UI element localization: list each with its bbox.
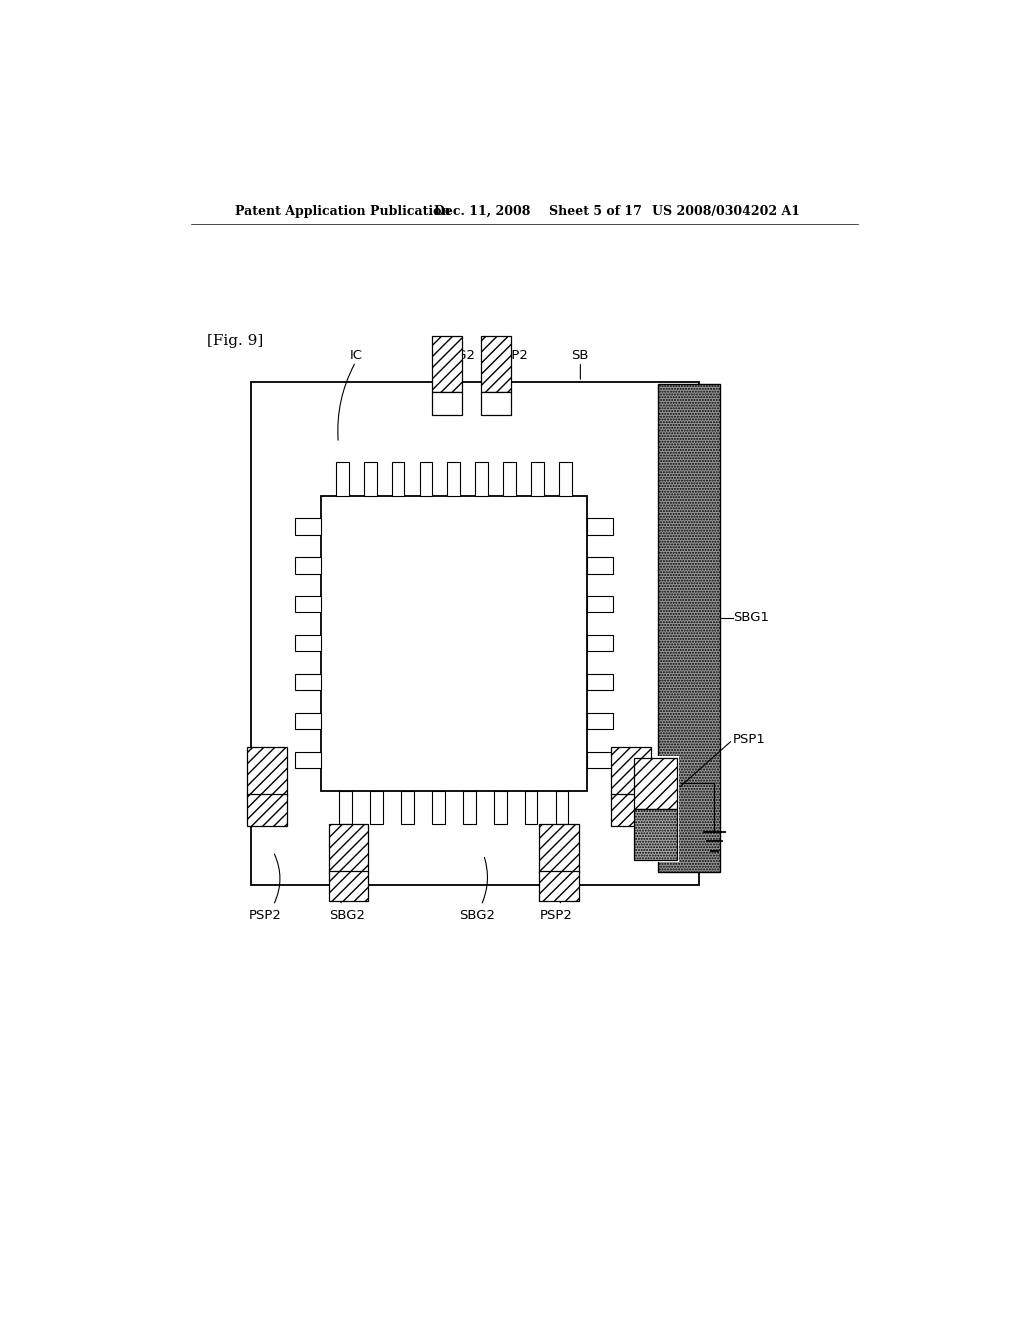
Bar	[295, 557, 321, 574]
Bar	[447, 462, 460, 496]
Bar	[481, 392, 511, 414]
Bar	[587, 713, 613, 729]
Text: SBG1: SBG1	[733, 611, 769, 624]
Text: PSP2: PSP2	[540, 908, 573, 921]
Bar	[295, 713, 321, 729]
Bar	[556, 791, 568, 824]
Text: IC: IC	[349, 348, 362, 362]
Bar	[587, 635, 613, 651]
Bar	[432, 392, 462, 414]
Bar	[336, 462, 349, 496]
Text: SBG2: SBG2	[329, 908, 365, 921]
Bar	[295, 519, 321, 535]
Text: SB: SB	[571, 348, 589, 362]
Text: US 2008/0304202 A1: US 2008/0304202 A1	[652, 205, 800, 218]
Bar	[632, 756, 679, 862]
Bar	[503, 462, 516, 496]
Bar	[432, 337, 462, 392]
Bar	[559, 462, 571, 496]
Text: [Fig. 9]: [Fig. 9]	[207, 334, 263, 348]
Text: SBG2: SBG2	[459, 908, 496, 921]
Bar	[329, 871, 369, 902]
Bar	[251, 381, 699, 886]
Bar	[420, 462, 432, 496]
Text: Dec. 11, 2008: Dec. 11, 2008	[433, 205, 529, 218]
Text: SBG2: SBG2	[439, 348, 475, 362]
Bar	[524, 791, 538, 824]
Bar	[295, 635, 321, 651]
Bar	[364, 462, 377, 496]
Bar	[634, 809, 677, 859]
Bar	[295, 597, 321, 612]
Bar	[329, 824, 369, 873]
Bar	[295, 751, 321, 768]
Bar	[587, 675, 613, 690]
Bar	[247, 793, 287, 826]
Bar	[247, 747, 287, 796]
Bar	[481, 337, 511, 392]
Bar	[587, 751, 613, 768]
Bar	[392, 462, 404, 496]
Bar	[432, 791, 444, 824]
Bar	[634, 758, 677, 809]
Text: Sheet 5 of 17: Sheet 5 of 17	[549, 205, 641, 218]
Bar	[321, 496, 587, 791]
Bar	[370, 791, 383, 824]
Text: PSP2: PSP2	[249, 908, 282, 921]
Text: Patent Application Publication: Patent Application Publication	[236, 205, 451, 218]
Bar	[587, 597, 613, 612]
Text: PSP1: PSP1	[733, 734, 766, 746]
Bar	[539, 824, 579, 873]
Bar	[539, 871, 579, 902]
Text: PSP2: PSP2	[496, 348, 528, 362]
Bar	[295, 675, 321, 690]
Bar	[401, 791, 414, 824]
Bar	[587, 557, 613, 574]
Bar	[494, 791, 507, 824]
Bar	[339, 791, 352, 824]
Bar	[611, 747, 651, 796]
Bar	[611, 793, 651, 826]
Bar	[531, 462, 544, 496]
Bar	[475, 462, 488, 496]
Bar	[658, 384, 720, 873]
Bar	[463, 791, 475, 824]
Bar	[587, 519, 613, 535]
